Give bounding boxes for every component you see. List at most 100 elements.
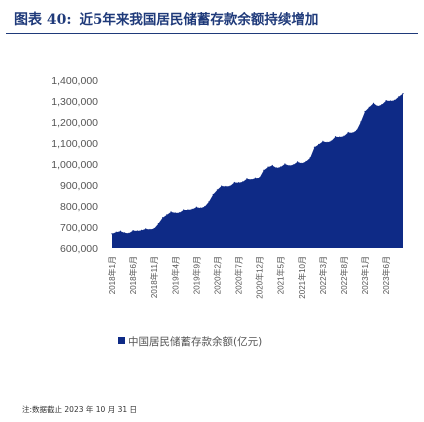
data-point <box>339 136 341 138</box>
data-point <box>259 177 261 179</box>
data-point <box>124 232 126 234</box>
data-point <box>254 177 256 179</box>
x-tick-label: 2022年3月 <box>318 256 328 294</box>
data-point <box>246 178 248 180</box>
x-tick-label: 2018年11月 <box>149 256 159 298</box>
x-tick-label: 2020年7月 <box>234 256 244 294</box>
data-point <box>221 185 223 187</box>
figure-title: 近5年来我国居民储蓄存款余额持续增加 <box>79 12 319 28</box>
data-point <box>275 167 278 169</box>
data-point <box>322 140 324 142</box>
figure-title-row: 图表 40: 近5年来我国居民储蓄存款余额持续增加 <box>14 8 420 30</box>
data-point <box>208 201 210 203</box>
data-point <box>128 232 130 234</box>
data-point <box>398 96 400 98</box>
x-tick-label: 2021年5月 <box>276 256 286 294</box>
data-point <box>204 206 206 208</box>
data-point <box>372 102 375 104</box>
data-point <box>280 166 282 168</box>
data-point <box>381 103 383 106</box>
x-tick-label: 2019年9月 <box>191 256 201 294</box>
x-tick-label: 2018年1月 <box>107 256 117 294</box>
data-point <box>351 132 353 134</box>
data-point <box>296 161 299 163</box>
data-point <box>326 141 328 143</box>
data-point <box>356 129 358 131</box>
footnote: 注:数据截止 2023 年 10 月 31 日 <box>22 405 138 414</box>
deposit-balance-chart: 600,000 700,000 800,000 900,000 1,000,000 1,1… <box>51 75 404 348</box>
data-point <box>157 223 159 225</box>
y-tick-label: 1,100,000 <box>51 138 98 150</box>
data-point <box>187 209 189 211</box>
data-point <box>136 230 138 232</box>
data-point <box>195 206 197 208</box>
data-point <box>271 164 273 167</box>
data-point <box>178 212 181 214</box>
y-tick-label: 800,000 <box>60 201 98 213</box>
x-tick-label: 2020年2月 <box>212 256 222 294</box>
data-point <box>191 208 193 210</box>
data-point <box>330 140 332 142</box>
data-point <box>284 163 286 165</box>
data-point <box>313 146 316 148</box>
data-point <box>360 121 362 123</box>
title-divider <box>6 33 418 34</box>
x-tick-label: 2022年8月 <box>339 256 349 294</box>
data-point <box>216 189 219 191</box>
y-tick-label: 1,400,000 <box>51 75 98 87</box>
data-point <box>250 178 252 181</box>
data-point <box>364 110 366 113</box>
data-point <box>140 229 143 231</box>
data-point <box>267 166 269 168</box>
data-point <box>212 193 214 196</box>
data-point <box>225 185 227 188</box>
x-tick-label: 2019年4月 <box>170 256 180 294</box>
data-point <box>229 185 231 187</box>
series-area <box>112 93 403 249</box>
x-tick-label: 2018年6月 <box>128 256 138 294</box>
data-point <box>368 106 370 108</box>
data-point <box>343 135 345 137</box>
x-tick-label: 2020年12月 <box>255 256 265 299</box>
x-tick-label: 2023年1月 <box>360 256 370 294</box>
data-point <box>309 157 311 159</box>
data-point <box>170 211 172 213</box>
data-point <box>174 212 176 214</box>
data-point <box>347 131 349 134</box>
data-point <box>318 143 320 146</box>
data-point <box>377 105 379 107</box>
data-point <box>263 169 265 171</box>
data-point <box>153 227 155 230</box>
y-tick-label: 1,300,000 <box>51 96 98 108</box>
y-tick-label: 1,000,000 <box>51 159 98 171</box>
data-point <box>305 160 307 163</box>
data-point <box>111 233 113 235</box>
data-point <box>119 230 122 232</box>
data-point <box>233 181 235 184</box>
data-point <box>334 136 337 138</box>
data-point <box>166 214 168 216</box>
data-point <box>393 99 396 101</box>
data-point <box>242 181 244 183</box>
legend-swatch <box>118 337 125 344</box>
data-point <box>301 162 303 164</box>
figure-label: 图表 40: <box>14 12 72 28</box>
data-point <box>199 207 202 209</box>
x-tick-label: 2023年6月 <box>381 256 391 294</box>
data-point <box>183 209 185 211</box>
x-tick-label: 2021年10月 <box>297 256 307 299</box>
data-point <box>237 182 240 184</box>
data-point <box>115 231 117 233</box>
data-point <box>292 164 294 166</box>
data-point <box>385 99 387 102</box>
data-point <box>402 93 404 95</box>
y-tick-label: 600,000 <box>60 243 98 255</box>
data-point <box>288 165 290 167</box>
data-point <box>389 100 391 102</box>
y-tick-label: 900,000 <box>60 180 98 192</box>
data-point <box>145 228 147 230</box>
y-tick-label: 1,200,000 <box>51 117 98 129</box>
legend-label: 中国居民储蓄存款余额(亿元) <box>128 335 262 348</box>
data-point <box>149 228 151 231</box>
data-point <box>162 217 164 219</box>
